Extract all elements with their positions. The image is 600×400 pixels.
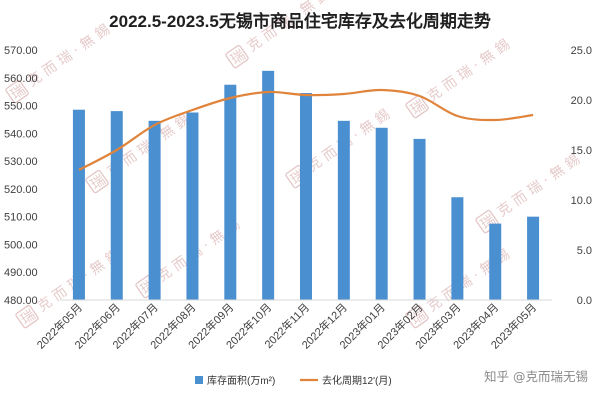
y-left-tick: 570.00 [4,45,38,57]
y-right-tick: 0.0 [577,295,592,307]
y-right-tick: 10.0 [571,195,592,207]
bar-2022年07月 [148,120,161,300]
y-left-tick: 530.00 [4,156,38,168]
credit-text: 知乎 @克而瑞无锡 [484,369,588,384]
watermark-0: 瑞克 而 瑞 · 無 錫 [5,22,113,104]
legend: 库存面积(万m²) 去化周期12'(月) [195,374,392,387]
legend-label-line: 去化周期12'(月) [322,374,392,387]
bar-2022年06月 [110,111,123,300]
legend-label-bar: 库存面积(万m²) [207,374,275,387]
bar-2023年03月 [451,197,464,300]
watermark-5: 瑞克 而 瑞 · 無 錫 [405,37,513,119]
watermark-1: 瑞克 而 瑞 · 無 錫 [85,112,193,194]
watermark-3: 瑞克 而 瑞 · 無 錫 [225,0,333,69]
bar-2022年08月 [186,112,199,300]
bar-2023年01月 [375,127,388,301]
y-right-tick: 25.0 [571,45,592,57]
y-left-tick: 550.00 [4,101,38,113]
x-axis-labels: 2022年05月2022年06月2022年07月2022年08月2022年09月… [34,300,540,351]
watermark-text: 克 而 瑞 · 無 錫 [425,37,513,106]
bar-2023年04月 [489,223,502,300]
bar-2022年11月 [300,93,312,300]
y-right-tick: 20.0 [571,95,592,107]
legend-swatch-bar [195,376,203,384]
cycle-line [78,88,534,171]
watermark-text: 克 而 瑞 · 無 錫 [25,22,113,91]
bar-2022年10月 [262,70,275,300]
bar-2023年05月 [527,216,540,300]
watermark-text: 克 而 瑞 · 無 錫 [495,152,583,221]
y-right-tick: 5.0 [577,245,592,257]
watermark-stamp [225,44,249,69]
y-left-tick: 520.00 [4,184,38,196]
y-left-tick: 500.00 [4,239,38,251]
right-y-axis: 0.0 5.0 10.0 15.0 20.0 25.0 [571,45,592,307]
bar-2022年12月 [337,120,350,300]
y-left-tick: 540.00 [4,128,38,140]
bar-2022年09月 [224,84,237,300]
watermark-stamp [5,79,29,104]
y-left-tick: 490.00 [4,267,38,279]
watermark-stamp [405,304,429,329]
bar-2023年02月 [413,138,426,300]
watermark-stamp [405,94,429,119]
y-left-tick: 510.00 [4,212,38,224]
left-y-axis: 480.00 490.00 500.00 510.00 520.00 530.00 540.… [4,45,38,307]
y-left-tick: 560.00 [4,73,38,85]
watermark-stamp [15,304,39,329]
bar-series [72,70,540,301]
chart-title: 2022.5-2023.5无锡市商品住宅库存及去化周期走势 [109,11,491,31]
y-left-tick: 480.00 [4,295,38,307]
y-right-tick: 15.0 [571,145,592,157]
bar-2022年05月 [72,109,85,300]
watermark-stamp [85,169,109,194]
